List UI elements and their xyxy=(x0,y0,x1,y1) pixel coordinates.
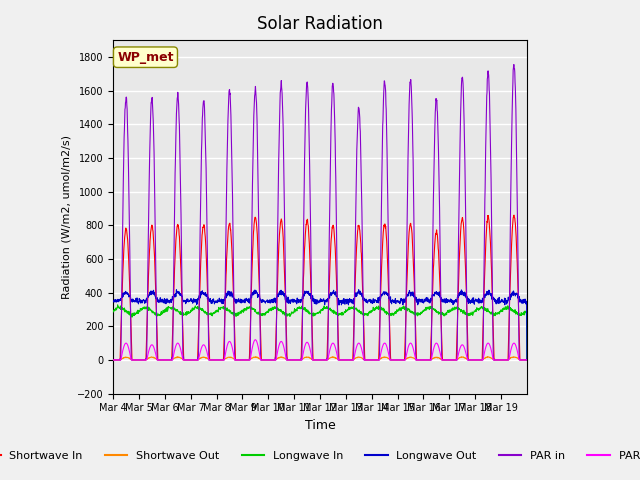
Text: WP_met: WP_met xyxy=(117,51,173,64)
X-axis label: Time: Time xyxy=(305,419,335,432)
Y-axis label: Radiation (W/m2, umol/m2/s): Radiation (W/m2, umol/m2/s) xyxy=(61,135,71,299)
Legend: Shortwave In, Shortwave Out, Longwave In, Longwave Out, PAR in, PAR out: Shortwave In, Shortwave Out, Longwave In… xyxy=(0,447,640,466)
Title: Solar Radiation: Solar Radiation xyxy=(257,15,383,33)
